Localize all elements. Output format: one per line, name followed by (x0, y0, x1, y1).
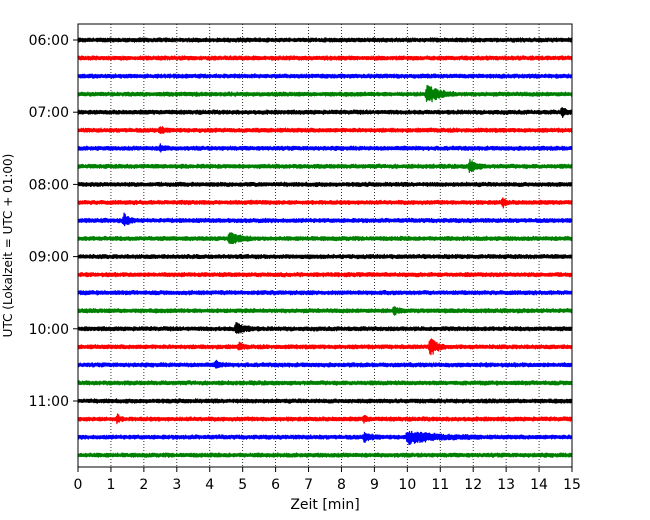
trace-0800 (77, 181, 573, 188)
x-axis-label: Zeit [min] (290, 497, 359, 513)
trace-0630 (77, 73, 573, 79)
x-tick-label: 7 (304, 477, 313, 493)
y-tick-label: 11:00 (29, 394, 69, 410)
trace-1015 (77, 338, 573, 356)
trace-0730 (77, 143, 573, 153)
x-tick-label: 13 (497, 477, 515, 493)
traces-group (77, 37, 573, 458)
trace-1030 (77, 359, 573, 369)
trace-0700 (77, 107, 573, 119)
trace-1130 (77, 430, 573, 446)
trace-1115 (77, 413, 573, 425)
x-tick-label: 9 (370, 477, 379, 493)
trace-0945 (77, 306, 573, 316)
x-tick-label: 12 (464, 477, 482, 493)
y-axis-ticks: 06:00 07:00 08:00 09:00 10:00 11:00 (29, 33, 78, 410)
x-tick-label: 11 (431, 477, 449, 493)
trace-0815 (77, 197, 573, 209)
trace-0600 (77, 37, 573, 43)
trace-1045 (77, 380, 573, 386)
trace-0615 (77, 55, 573, 61)
trace-0915 (77, 271, 573, 278)
x-tick-label: 1 (106, 477, 115, 493)
y-tick-label: 09:00 (29, 250, 69, 266)
trace-0845 (77, 232, 573, 245)
x-tick-label: 5 (238, 477, 247, 493)
x-tick-label: 3 (172, 477, 181, 493)
x-tick-label: 6 (271, 477, 280, 493)
trace-0830 (77, 212, 573, 227)
y-axis-label: UTC (Lokalzeit = UTC + 01:00) (1, 154, 15, 338)
x-tick-label: 15 (563, 477, 581, 493)
grid-lines (110, 24, 540, 467)
y-tick-label: 08:00 (29, 177, 69, 193)
plot-frame (77, 23, 573, 468)
x-tick-label: 4 (205, 477, 214, 493)
trace-0715 (77, 126, 573, 135)
y-tick-label: 07:00 (29, 105, 69, 121)
y-tick-label: 06:00 (29, 33, 69, 49)
trace-0900 (77, 253, 573, 260)
trace-1000 (77, 321, 573, 334)
x-tick-label: 10 (398, 477, 416, 493)
x-axis-ticks: 0 1 2 3 4 5 6 7 8 9 10 11 12 13 14 15 (74, 467, 581, 493)
trace-0930 (77, 289, 573, 296)
trace-0645 (77, 84, 573, 103)
trace-1145 (77, 452, 573, 458)
trace-1100 (77, 398, 573, 404)
x-tick-label: 8 (337, 477, 346, 493)
trace-0745 (77, 158, 573, 174)
x-tick-label: 14 (530, 477, 548, 493)
x-tick-label: 0 (74, 477, 83, 493)
x-tick-label: 2 (139, 477, 148, 493)
y-tick-label: 10:00 (29, 322, 69, 338)
